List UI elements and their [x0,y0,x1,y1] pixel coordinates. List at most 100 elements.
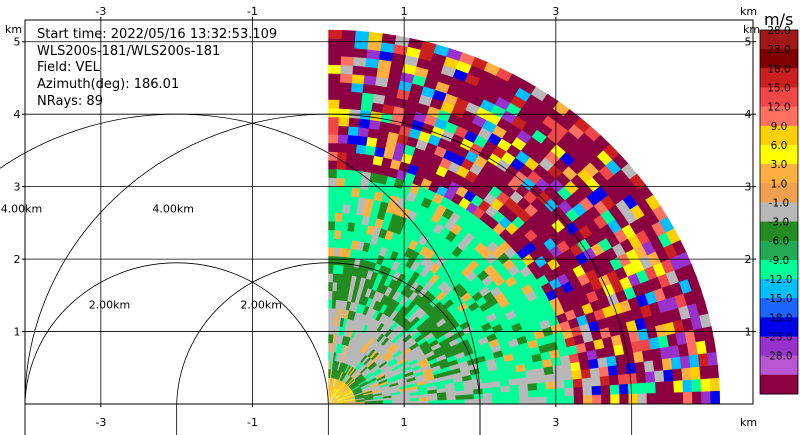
velocity-cell [396,355,407,363]
range-ring-label: 2.00km [89,298,131,311]
velocity-cell [681,367,692,383]
velocity-cell [364,335,373,346]
velocity-cell [697,353,709,369]
velocity-cell [398,125,413,137]
velocity-cell [341,386,350,393]
velocity-cell [427,283,439,295]
velocity-cell [334,229,342,240]
velocity-cell [643,360,655,374]
velocity-cell [338,382,345,390]
colorbar-swatch [760,298,798,318]
velocity-cell [328,264,335,274]
velocity-cell [354,340,361,350]
velocity-cell [371,366,381,374]
velocity-cell [371,352,380,361]
velocity-cell [657,273,672,290]
velocity-cell [419,325,430,335]
velocity-cell [448,338,460,348]
velocity-cell [599,327,612,341]
velocity-cell [339,90,353,101]
velocity-cell [378,347,388,356]
velocity-cell [397,328,408,338]
velocity-cell [428,230,441,243]
colorbar-swatch [760,49,798,69]
velocity-cell [428,357,439,366]
velocity-cell [382,351,392,360]
velocity-cell [404,288,415,299]
velocity-cell [328,342,331,352]
velocity-cell [473,388,484,395]
velocity-cell [332,273,339,283]
velocity-cell [360,101,375,112]
velocity-cell [387,319,397,329]
velocity-cell [375,272,384,284]
velocity-cell [381,364,391,372]
velocity-cell [347,310,354,320]
velocity-cell [354,393,364,397]
velocity-cell [381,326,391,336]
velocity-cell [328,397,335,404]
velocity-cell [586,349,598,362]
velocity-cell [376,292,385,303]
velocity-cell [392,270,402,282]
velocity-cell [366,337,375,347]
velocity-cell [631,340,643,355]
velocity-cell [708,364,720,381]
velocity-cell [328,168,339,179]
velocity-cell [577,351,589,363]
x-tick-label-top: -3 [95,5,106,18]
colorbar-label: -12.0 [765,274,792,286]
velocity-cell [392,290,402,302]
velocity-cell [412,74,428,87]
velocity-cell [387,377,398,384]
velocity-cell [339,335,344,345]
velocity-cell [625,320,639,334]
velocity-cell [540,351,552,362]
velocity-cell [388,278,398,290]
velocity-cell [338,326,343,336]
velocity-cell [401,265,412,277]
velocity-cell [390,321,400,332]
velocity-cell [446,395,457,401]
velocity-cell [700,378,711,394]
velocity-cell [573,395,584,404]
velocity-cell [379,50,396,62]
velocity-cell [537,396,548,404]
velocity-cell [412,368,423,375]
velocity-cell [377,377,387,383]
velocity-cell [410,316,421,326]
velocity-cell [328,395,332,404]
velocity-cell [518,384,529,393]
velocity-cell [414,274,426,285]
velocity-cell [353,48,370,59]
velocity-cell [330,360,334,370]
velocity-cell [391,364,402,372]
range-ring [176,262,481,405]
velocity-cell [456,316,468,327]
velocity-cell [377,174,390,185]
velocity-cell [328,396,334,404]
velocity-cell [334,390,341,398]
velocity-cell [391,334,401,344]
velocity-cell [392,401,402,404]
velocity-cell [341,47,357,58]
velocity-cell [644,265,659,282]
velocity-cell [351,358,358,368]
velocity-cell [354,395,365,399]
velocity-cell [353,372,362,380]
velocity-cell [348,380,357,388]
velocity-cell [412,294,423,305]
velocity-cell [367,361,377,370]
velocity-cell [422,347,434,356]
velocity-cell [639,304,653,320]
velocity-cell [333,264,340,274]
velocity-cell [590,376,602,388]
velocity-cell [351,187,362,198]
velocity-cell [357,126,371,138]
velocity-cell [381,391,392,396]
velocity-cell [480,235,494,249]
velocity-cell [336,380,342,389]
velocity-cell [329,386,333,396]
velocity-cell [381,315,391,325]
velocity-cell [407,313,418,324]
